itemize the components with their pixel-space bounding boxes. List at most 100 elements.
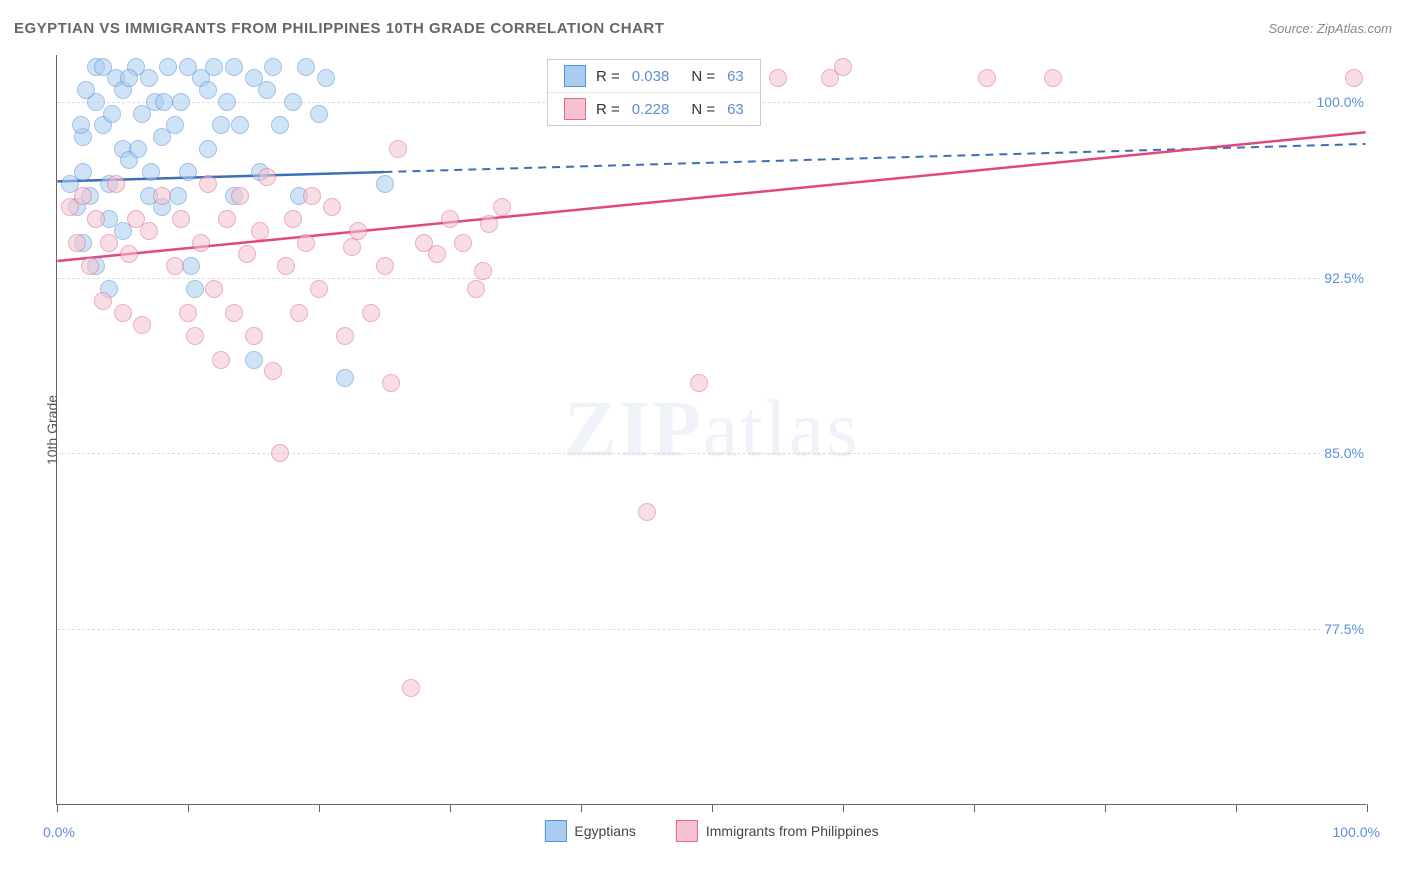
scatter-point (376, 175, 394, 193)
scatter-point (382, 374, 400, 392)
scatter-point (343, 238, 361, 256)
scatter-point (68, 234, 86, 252)
scatter-point (120, 69, 138, 87)
scatter-point (172, 210, 190, 228)
x-tick (57, 804, 58, 812)
x-tick (712, 804, 713, 812)
scatter-point (297, 58, 315, 76)
chart-title: EGYPTIAN VS IMMIGRANTS FROM PHILIPPINES … (14, 20, 664, 37)
scatter-point (179, 163, 197, 181)
scatter-point (290, 304, 308, 322)
scatter-point (336, 327, 354, 345)
legend-swatch-icon (564, 65, 586, 87)
scatter-point (245, 327, 263, 345)
scatter-point (205, 280, 223, 298)
scatter-point (264, 362, 282, 380)
scatter-point (231, 116, 249, 134)
y-tick-label: 92.5% (1320, 270, 1368, 286)
scatter-point (238, 245, 256, 263)
scatter-point (140, 222, 158, 240)
y-tick-label: 77.5% (1320, 621, 1368, 637)
scatter-point (100, 234, 118, 252)
scatter-point (251, 222, 269, 240)
gridline (57, 278, 1366, 279)
scatter-point (81, 257, 99, 275)
x-axis-max-label: 100.0% (1333, 824, 1380, 840)
legend-row-egyptians: R = 0.038 N = 63 (548, 60, 760, 92)
scatter-point (1044, 69, 1062, 87)
scatter-point (258, 81, 276, 99)
series-legend: Egyptians Immigrants from Philippines (544, 820, 878, 842)
scatter-point (441, 210, 459, 228)
scatter-point (480, 215, 498, 233)
scatter-point (978, 69, 996, 87)
scatter-point (323, 198, 341, 216)
scatter-point (186, 327, 204, 345)
x-axis-min-label: 0.0% (43, 824, 75, 840)
scatter-point (94, 58, 112, 76)
scatter-point (74, 163, 92, 181)
scatter-point (179, 304, 197, 322)
header: EGYPTIAN VS IMMIGRANTS FROM PHILIPPINES … (14, 20, 1392, 37)
scatter-point (87, 210, 105, 228)
scatter-point (172, 93, 190, 111)
scatter-point (317, 69, 335, 87)
scatter-point (834, 58, 852, 76)
legend-swatch-icon (676, 820, 698, 842)
scatter-point (199, 81, 217, 99)
scatter-point (205, 58, 223, 76)
watermark: ZIPatlas (564, 384, 860, 475)
x-tick (1105, 804, 1106, 812)
legend-row-philippines: R = 0.228 N = 63 (548, 92, 760, 125)
scatter-point (264, 58, 282, 76)
scatter-point (638, 503, 656, 521)
x-tick (188, 804, 189, 812)
x-tick (1367, 804, 1368, 812)
scatter-point (336, 369, 354, 387)
x-tick (319, 804, 320, 812)
scatter-point (114, 304, 132, 322)
x-tick (581, 804, 582, 812)
x-tick (1236, 804, 1237, 812)
scatter-point (199, 175, 217, 193)
scatter-point (231, 187, 249, 205)
scatter-point (297, 234, 315, 252)
scatter-point (182, 257, 200, 275)
scatter-point (467, 280, 485, 298)
scatter-point (271, 116, 289, 134)
scatter-point (258, 168, 276, 186)
scatter-point (212, 116, 230, 134)
scatter-point (166, 257, 184, 275)
scatter-point (271, 444, 289, 462)
scatter-point (362, 304, 380, 322)
scatter-point (690, 374, 708, 392)
scatter-point (349, 222, 367, 240)
scatter-point (77, 81, 95, 99)
scatter-point (94, 292, 112, 310)
scatter-point (129, 140, 147, 158)
scatter-point (192, 234, 210, 252)
scatter-point (133, 316, 151, 334)
scatter-point (454, 234, 472, 252)
scatter-point (225, 58, 243, 76)
scatter-point (225, 304, 243, 322)
legend-swatch-icon (564, 98, 586, 120)
scatter-point (155, 93, 173, 111)
scatter-point (493, 198, 511, 216)
scatter-point (218, 93, 236, 111)
scatter-point (140, 69, 158, 87)
scatter-point (284, 210, 302, 228)
scatter-point (103, 105, 121, 123)
x-tick (974, 804, 975, 812)
scatter-point (159, 58, 177, 76)
scatter-point (212, 351, 230, 369)
scatter-point (303, 187, 321, 205)
scatter-point (107, 175, 125, 193)
gridline (57, 629, 1366, 630)
scatter-point (389, 140, 407, 158)
scatter-point (428, 245, 446, 263)
scatter-point (1345, 69, 1363, 87)
scatter-point (74, 187, 92, 205)
legend-item-philippines: Immigrants from Philippines (676, 820, 879, 842)
legend-swatch-icon (544, 820, 566, 842)
